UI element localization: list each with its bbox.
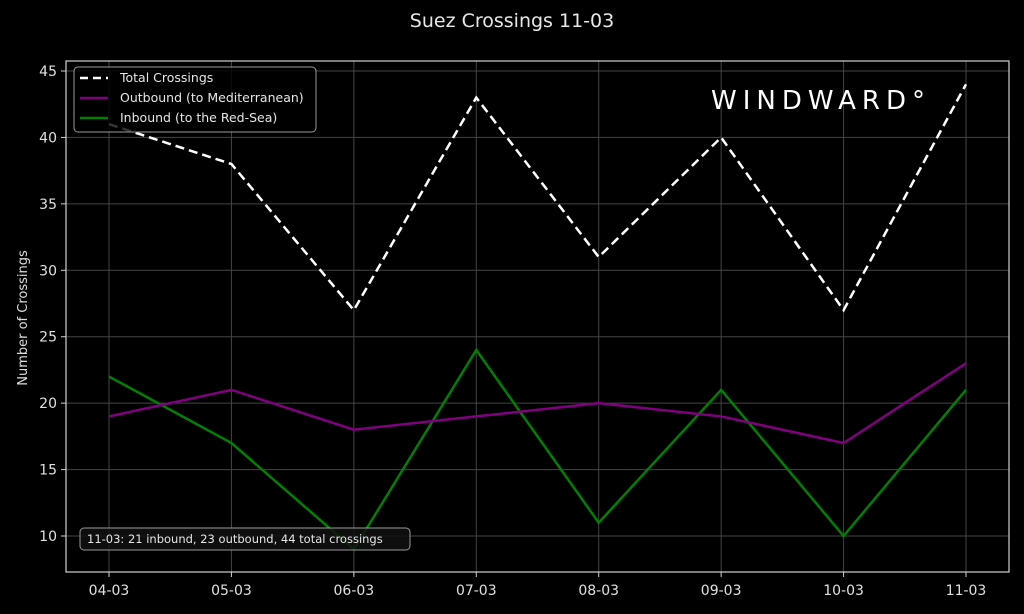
legend-label-total: Total Crossings: [119, 70, 213, 85]
y-tick-label: 15: [39, 463, 57, 479]
legend-label-inbound: Inbound (to the Red-Sea): [120, 110, 277, 125]
series-line-outbound: [108, 362, 967, 445]
y-tick-label: 45: [39, 64, 57, 80]
x-tick-label: 10-03: [823, 583, 864, 599]
x-tick-label: 07-03: [456, 583, 497, 599]
legend: Total Crossings Outbound (to Mediterrane…: [73, 66, 317, 133]
summary-annotation: 11-03: 21 inbound, 23 outbound, 44 total…: [79, 527, 411, 551]
x-tick-label: 09-03: [701, 583, 742, 599]
chart-title: Suez Crossings 11-03: [409, 10, 615, 32]
grid-lines: [66, 61, 1009, 572]
y-axis-label: Number of Crossings: [16, 250, 31, 386]
x-tick-label: 08-03: [578, 583, 619, 599]
windward-watermark: WINDWARD°: [711, 86, 931, 116]
legend-label-outbound: Outbound (to Mediterranean): [120, 90, 304, 105]
y-axis-ticks: 10 15 20 25 30 35 40 45: [39, 64, 66, 545]
y-tick-label: 40: [39, 130, 57, 146]
x-tick-label: 06-03: [334, 583, 375, 599]
x-tick-label: 11-03: [946, 583, 987, 599]
y-tick-label: 20: [39, 396, 57, 412]
y-tick-label: 35: [39, 197, 57, 213]
series-line-total: [108, 83, 968, 313]
x-axis-ticks: 04-03 05-03 06-03 07-03 08-03 09-03 10-03 11-03: [89, 572, 987, 599]
series-line-inbound: [108, 347, 967, 552]
y-tick-label: 30: [39, 263, 57, 279]
y-tick-label: 10: [39, 529, 57, 545]
x-tick-label: 05-03: [211, 583, 252, 599]
plot-frame: [65, 60, 1010, 573]
x-tick-label: 04-03: [89, 583, 130, 599]
y-tick-label: 25: [39, 330, 57, 346]
annotation-text: 11-03: 21 inbound, 23 outbound, 44 total…: [87, 532, 383, 546]
data-series: [108, 83, 968, 552]
